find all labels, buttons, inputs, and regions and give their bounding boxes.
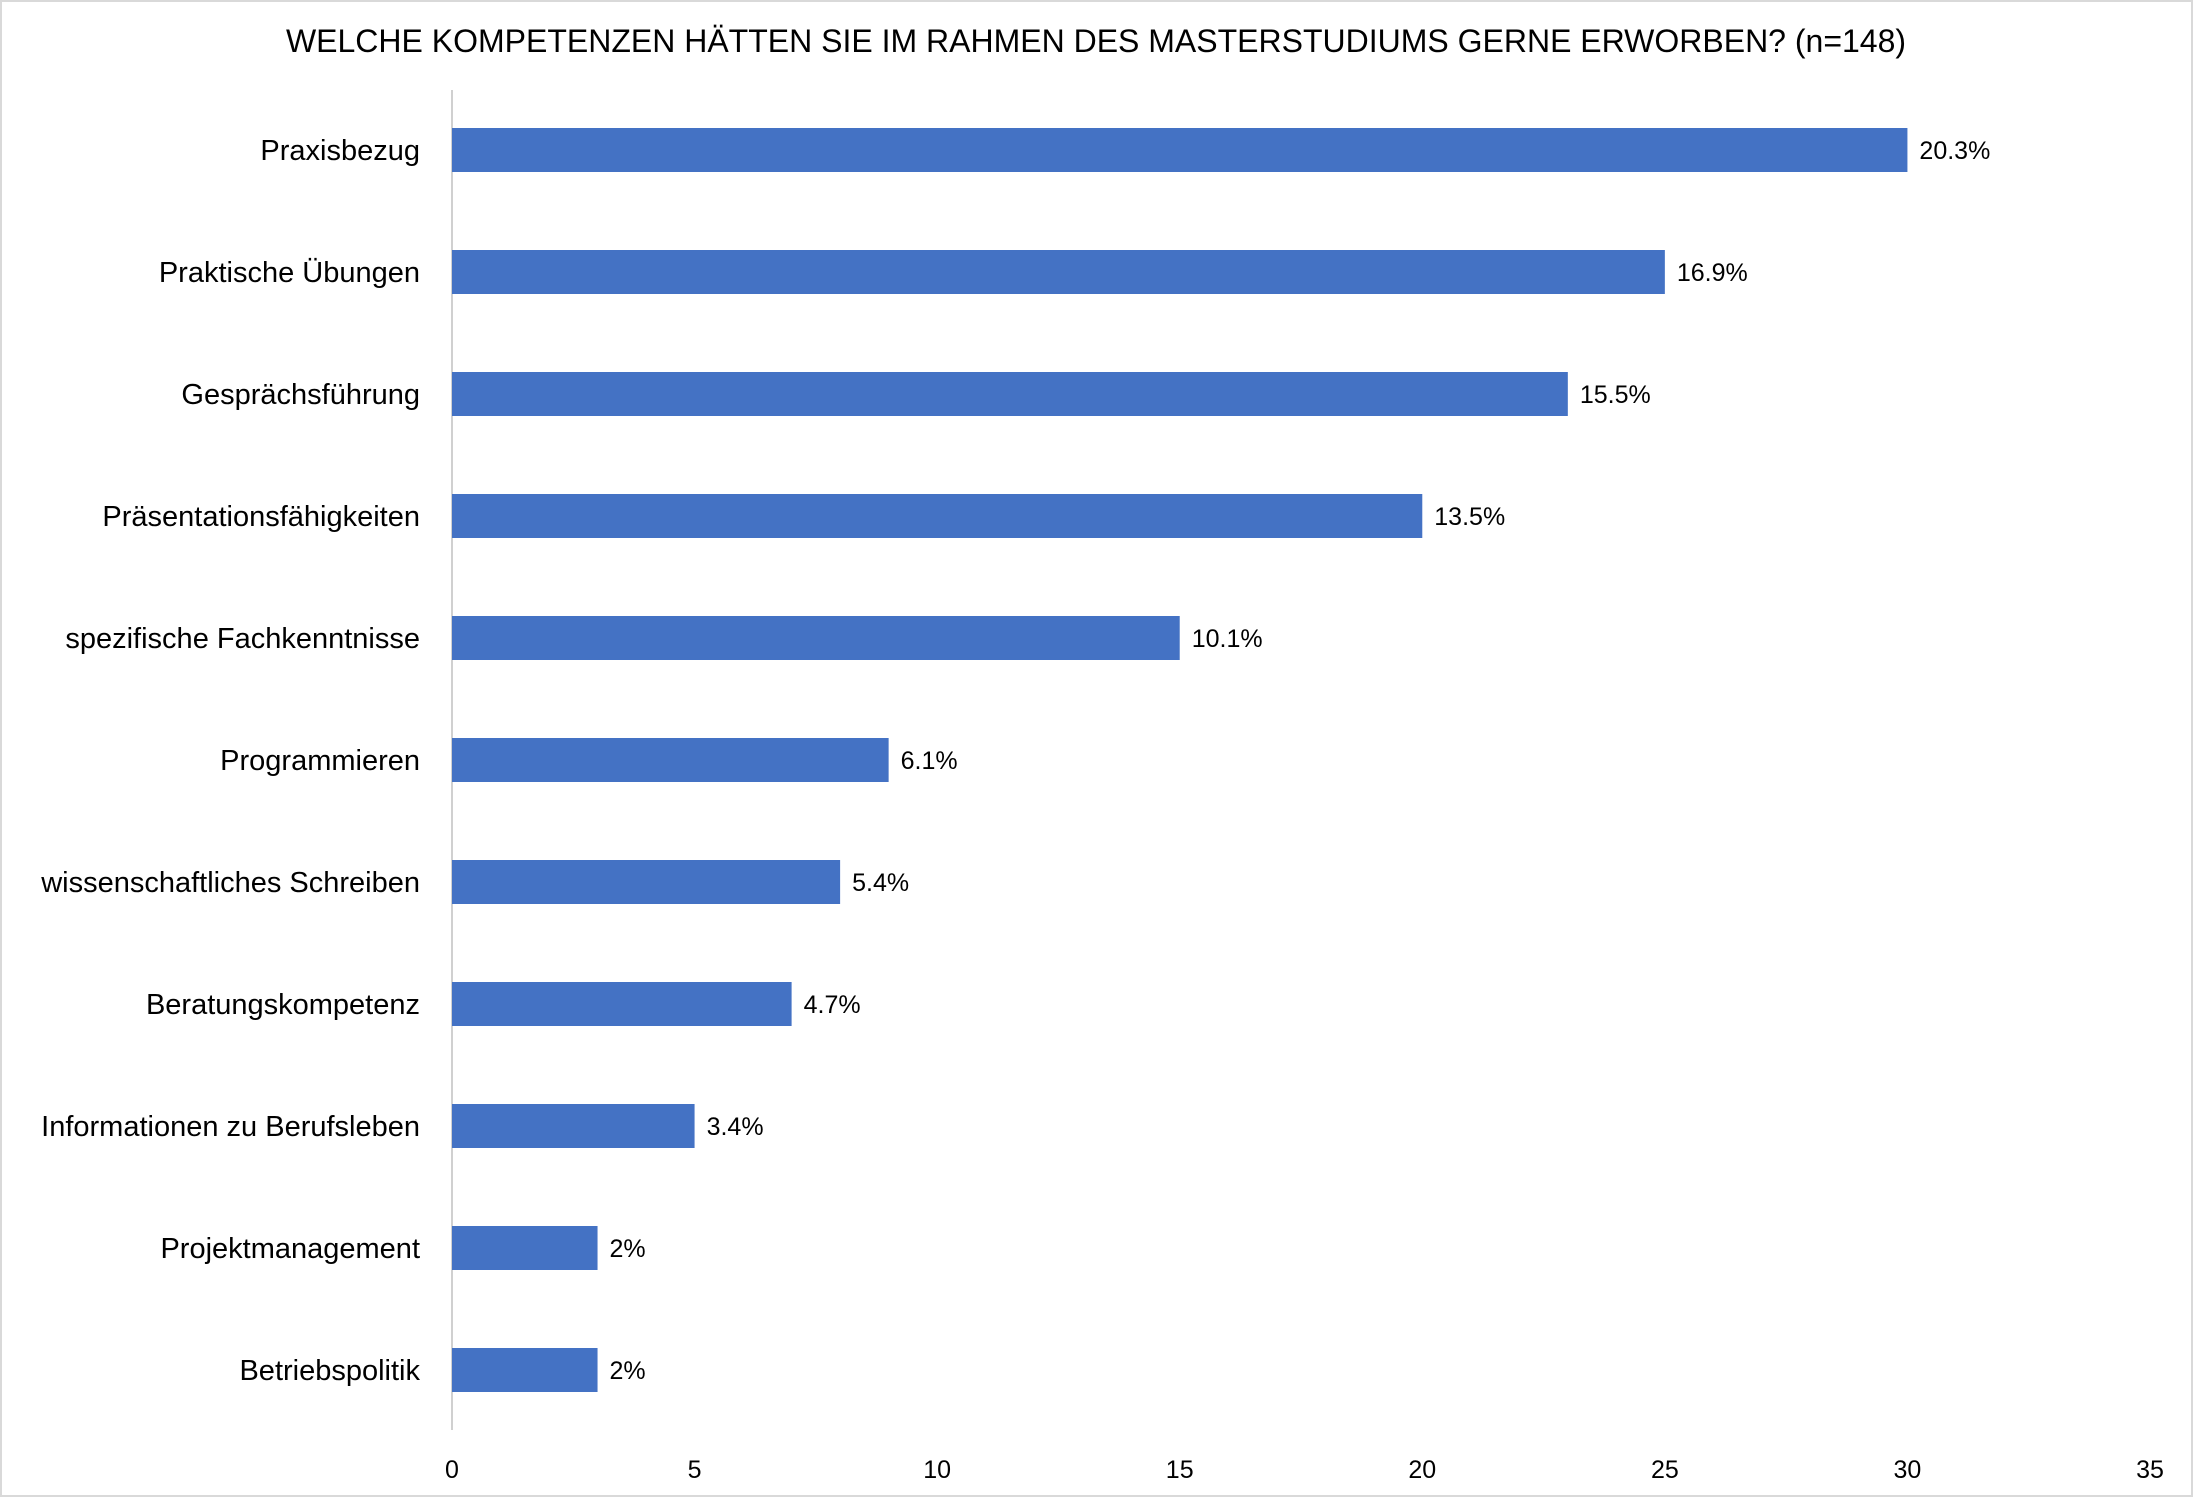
category-label: Betriebspolitik bbox=[239, 1355, 420, 1387]
category-label: Projektmanagement bbox=[160, 1233, 420, 1265]
x-tick-label: 35 bbox=[2136, 1456, 2164, 1484]
x-tick-label: 25 bbox=[1651, 1456, 1679, 1484]
bar bbox=[452, 860, 841, 904]
bar bbox=[452, 1104, 695, 1148]
bar bbox=[452, 738, 889, 782]
bar bbox=[452, 250, 1665, 294]
x-tick-label: 0 bbox=[445, 1456, 459, 1484]
category-label: Praktische Übungen bbox=[159, 257, 420, 289]
x-tick-label: 15 bbox=[1166, 1456, 1194, 1484]
data-label: 15.5% bbox=[1580, 381, 1651, 409]
category-label: Praxisbezug bbox=[260, 135, 420, 167]
data-label: 5.4% bbox=[852, 869, 909, 897]
bar bbox=[452, 1348, 598, 1392]
data-label: 3.4% bbox=[707, 1113, 764, 1141]
category-label: Programmieren bbox=[220, 745, 420, 777]
data-label: 2% bbox=[610, 1357, 646, 1385]
bar bbox=[452, 372, 1568, 416]
x-tick-label: 30 bbox=[1894, 1456, 1922, 1484]
data-label: 6.1% bbox=[901, 747, 958, 775]
bar bbox=[452, 494, 1423, 538]
data-label: 2% bbox=[610, 1235, 646, 1263]
chart-title: WELCHE KOMPETENZEN HÄTTEN SIE IM RAHMEN … bbox=[286, 23, 1906, 59]
data-label: 16.9% bbox=[1677, 259, 1748, 287]
category-label: wissenschaftliches Schreiben bbox=[40, 867, 420, 899]
data-label: 4.7% bbox=[804, 991, 861, 1019]
bar bbox=[452, 616, 1180, 660]
category-label: Präsentationsfähigkeiten bbox=[102, 501, 420, 533]
bar bbox=[452, 128, 1908, 172]
x-tick-label: 20 bbox=[1408, 1456, 1436, 1484]
x-tick-label: 5 bbox=[688, 1456, 702, 1484]
bar bbox=[452, 982, 792, 1026]
category-label: spezifische Fachkenntnisse bbox=[65, 623, 420, 655]
bar bbox=[452, 1226, 598, 1270]
category-label: Informationen zu Berufsleben bbox=[41, 1111, 420, 1143]
data-label: 13.5% bbox=[1434, 503, 1505, 531]
plot-area: Praxisbezug 20.3% Praktische Übungen 16.9% G… bbox=[40, 90, 2164, 1484]
data-label: 10.1% bbox=[1192, 625, 1263, 653]
data-label: 20.3% bbox=[1919, 137, 1990, 165]
x-tick-label: 10 bbox=[923, 1456, 951, 1484]
category-label: Gesprächsführung bbox=[181, 379, 420, 411]
category-label: Beratungskompetenz bbox=[146, 989, 420, 1021]
